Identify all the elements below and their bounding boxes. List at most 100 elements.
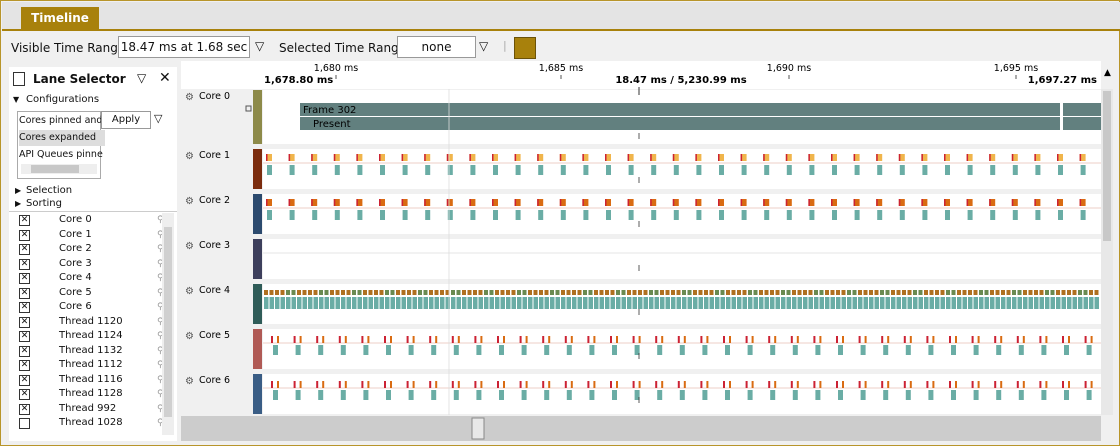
- pin-icon[interactable]: ⚲: [157, 244, 164, 254]
- checkbox[interactable]: ✕: [19, 316, 30, 328]
- pin-icon[interactable]: ⚲: [157, 418, 164, 428]
- config-item[interactable]: Cores pinned and: [19, 115, 103, 126]
- lane-item[interactable]: ✕ Thread 1120 ⚲: [19, 315, 169, 329]
- checkbox[interactable]: ✕: [19, 403, 30, 415]
- lane-item[interactable]: ✕ Core 3 ⚲: [19, 257, 169, 271]
- event: [683, 336, 686, 343]
- event: [679, 345, 685, 355]
- event: [989, 199, 996, 206]
- event: [1039, 336, 1042, 343]
- checkbox[interactable]: ✕: [19, 389, 30, 400]
- lane-item[interactable]: ✕ Thread 1132 ⚲: [19, 344, 169, 358]
- sorting-label[interactable]: Sorting: [26, 198, 62, 209]
- checkbox[interactable]: ✕: [19, 215, 30, 226]
- tab-bar: [2, 2, 1120, 31]
- event: [902, 290, 906, 295]
- pin-icon[interactable]: ⚲: [157, 287, 164, 298]
- dropdown-icon[interactable]: ▽: [154, 112, 163, 125]
- checkbox[interactable]: ✕: [19, 244, 30, 255]
- configurations-label: Configurations: [26, 94, 100, 105]
- checkbox[interactable]: ✕: [19, 302, 30, 313]
- lane-item[interactable]: ✕ Core 6 ⚲: [19, 300, 169, 314]
- v-scrollbar[interactable]: [162, 213, 174, 435]
- event: [1079, 154, 1086, 161]
- event: [751, 336, 754, 343]
- pin-icon[interactable]: ⚲: [157, 273, 164, 283]
- event: [605, 290, 609, 295]
- pin-icon[interactable]: ⚲: [157, 374, 164, 385]
- event: [962, 297, 967, 309]
- lane-item[interactable]: Thread 1028 ⚲: [19, 416, 169, 430]
- selection-label[interactable]: Selection: [26, 185, 73, 196]
- pin-icon[interactable]: ⚲: [157, 316, 164, 327]
- event: [335, 297, 340, 309]
- checkbox[interactable]: [19, 418, 30, 429]
- event: [928, 390, 934, 400]
- pin-icon[interactable]: ⚲: [157, 403, 164, 414]
- lane-item[interactable]: ✕ Thread 1112 ⚲: [19, 358, 169, 372]
- event: [1035, 210, 1041, 220]
- checkbox[interactable]: ✕: [19, 331, 30, 342]
- event: [544, 290, 549, 295]
- checkbox[interactable]: ✕: [19, 374, 30, 386]
- apply-button[interactable]: Apply: [101, 111, 151, 129]
- event: [515, 210, 521, 220]
- event: [768, 381, 771, 388]
- clipboard-button[interactable]: [514, 37, 536, 59]
- event: [277, 381, 279, 388]
- event: [838, 390, 843, 400]
- event: [497, 381, 499, 388]
- event: [341, 297, 346, 309]
- h-scrollbar[interactable]: [21, 164, 97, 174]
- checkbox[interactable]: ✕: [19, 360, 30, 371]
- lane-item[interactable]: ✕ Thread 1124 ⚲: [19, 329, 169, 343]
- expander[interactable]: ▶: [15, 186, 22, 195]
- event: [905, 345, 911, 355]
- lane-item[interactable]: ✕ Core 1 ⚲: [19, 228, 169, 242]
- lane-item[interactable]: ✕ Thread 1116 ⚲: [19, 373, 169, 387]
- pin-icon[interactable]: ⚲: [157, 215, 164, 225]
- expander[interactable]: ▼: [13, 95, 20, 104]
- lane-item[interactable]: ✕ Thread 1128 ⚲: [19, 387, 169, 401]
- dropdown-icon[interactable]: ▽: [479, 39, 489, 53]
- event: [537, 154, 539, 161]
- pin-icon[interactable]: ⚲: [157, 258, 164, 269]
- lane-item[interactable]: ✕ Core 5 ⚲: [19, 286, 169, 300]
- checkbox[interactable]: ✕: [19, 258, 30, 270]
- event: [514, 199, 521, 206]
- config-item[interactable]: Cores expanded: [19, 130, 105, 146]
- pin-icon[interactable]: ⚲: [157, 360, 164, 370]
- pin-icon[interactable]: ⚲: [157, 302, 164, 312]
- checkbox[interactable]: ✕: [19, 287, 30, 299]
- event: [564, 336, 567, 343]
- checkbox[interactable]: ✕: [19, 229, 30, 241]
- event: [1058, 210, 1063, 220]
- lane-item[interactable]: ✕ Core 4 ⚲: [19, 271, 169, 285]
- selected-range-input[interactable]: none: [397, 36, 476, 58]
- pin-icon[interactable]: ⚲: [157, 229, 164, 240]
- dropdown-icon[interactable]: ▽: [255, 39, 265, 53]
- event: [918, 290, 923, 295]
- event: [1080, 165, 1086, 175]
- menu-icon[interactable]: ▽: [137, 71, 147, 85]
- lane-item[interactable]: ✕ Core 2 ⚲: [19, 242, 169, 256]
- event: [425, 210, 431, 220]
- pin-icon[interactable]: ⚲: [157, 345, 164, 356]
- checkbox[interactable]: ✕: [19, 345, 30, 357]
- event: [977, 336, 980, 343]
- visible-range-input[interactable]: 18.47 ms at 1.68 sec: [118, 36, 250, 58]
- checkbox[interactable]: ✕: [19, 273, 30, 284]
- event: [555, 297, 560, 309]
- lane-item[interactable]: ✕ Core 0 ⚲: [19, 213, 169, 227]
- event: [1062, 336, 1064, 343]
- config-item[interactable]: API Queues pinne: [19, 149, 103, 160]
- event: [785, 199, 788, 206]
- pin-icon[interactable]: ⚲: [157, 389, 164, 399]
- event: [406, 336, 409, 343]
- pin-icon[interactable]: ⚲: [157, 331, 164, 341]
- close-icon[interactable]: ✕: [159, 70, 171, 86]
- timeline-tab[interactable]: Timeline: [21, 7, 99, 29]
- expander[interactable]: ▶: [15, 199, 22, 208]
- event: [361, 336, 364, 343]
- lane-item[interactable]: ✕ Thread 992 ⚲: [19, 402, 169, 416]
